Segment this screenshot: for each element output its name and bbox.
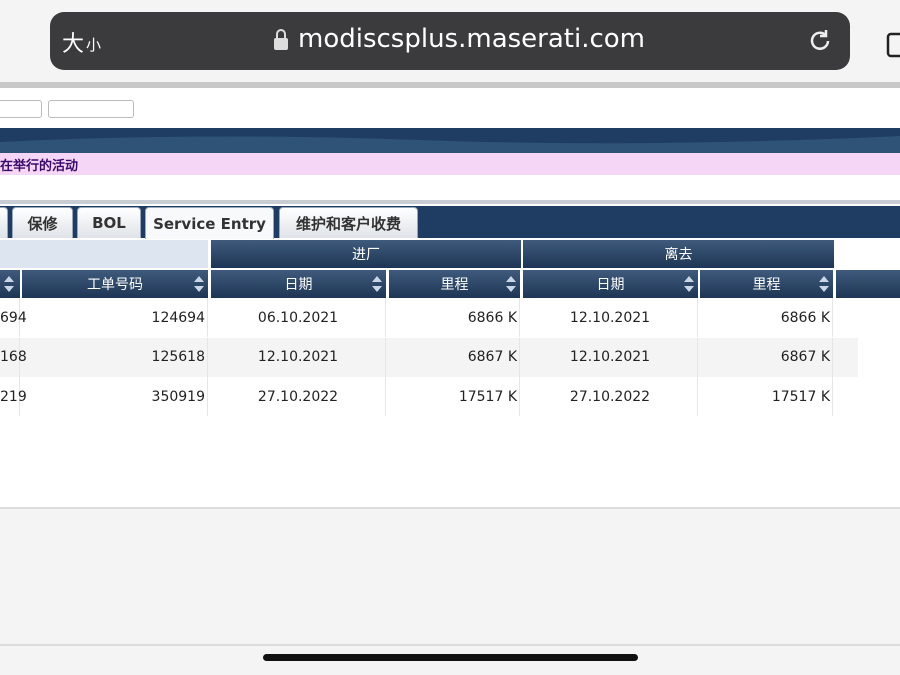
table-cell: 17517 K xyxy=(700,377,833,416)
table-row xyxy=(0,298,858,337)
table-cell: 27.10.2022 xyxy=(523,377,698,416)
header-banner xyxy=(0,128,900,153)
table-cell: 6867 K xyxy=(389,337,520,377)
column-header xyxy=(836,270,900,298)
table-cell: 27.10.2022 xyxy=(211,377,386,416)
table-cell: 06.10.2021 xyxy=(211,298,386,337)
reload-icon[interactable] xyxy=(806,27,834,55)
group-header: 进厂 xyxy=(211,240,521,268)
text-size-small[interactable]: 小 xyxy=(86,36,102,54)
table-cell: 12.10.2021 xyxy=(523,337,698,377)
sort-icon[interactable] xyxy=(819,275,829,293)
tab[interactable]: BOL xyxy=(77,207,141,238)
activity-banner: 在举行的活动 xyxy=(0,153,900,175)
share-icon[interactable] xyxy=(884,24,900,60)
table-cell: 350919 xyxy=(22,377,208,416)
table-cell: 17517 K xyxy=(389,377,520,416)
button[interactable] xyxy=(0,100,42,118)
table-cell: 124694 xyxy=(22,298,208,337)
header-cell xyxy=(0,240,208,268)
separator xyxy=(0,507,900,509)
column-header[interactable]: 里程 xyxy=(389,270,520,298)
sort-icon[interactable] xyxy=(372,275,382,293)
sort-icon[interactable] xyxy=(4,275,14,293)
table-cell: 6866 K xyxy=(389,298,520,337)
sort-icon[interactable] xyxy=(506,275,516,293)
table-cell: 125618 xyxy=(22,337,208,377)
table-row xyxy=(0,337,858,377)
table-cell: 12.10.2021 xyxy=(523,298,698,337)
table-cell: 168 xyxy=(0,337,27,377)
table-cell: 694 xyxy=(0,298,27,337)
separator xyxy=(0,200,900,204)
column-header[interactable]: 里程 xyxy=(700,270,833,298)
table-cell: 12.10.2021 xyxy=(211,337,386,377)
tab[interactable] xyxy=(0,207,8,238)
separator xyxy=(0,82,900,88)
column-header[interactable] xyxy=(0,270,20,298)
text-size-large[interactable]: 大 xyxy=(62,32,85,57)
table-cell: 219 xyxy=(0,377,27,416)
tab[interactable]: 保修 xyxy=(12,207,73,238)
sort-icon[interactable] xyxy=(684,275,694,293)
column-header[interactable]: 日期 xyxy=(211,270,386,298)
header-cell xyxy=(836,240,900,268)
address-bar[interactable] xyxy=(50,12,850,70)
url[interactable]: modiscsplus.maserati.com xyxy=(298,24,646,54)
lock-icon xyxy=(274,29,288,50)
separator xyxy=(0,644,900,646)
sort-icon[interactable] xyxy=(194,275,204,293)
table-cell: 6867 K xyxy=(700,337,833,377)
table-row xyxy=(0,377,858,416)
group-header: 离去 xyxy=(523,240,834,268)
column-header[interactable]: 日期 xyxy=(523,270,698,298)
button[interactable] xyxy=(48,100,134,118)
table-cell: 6866 K xyxy=(700,298,833,337)
tab[interactable]: Service Entry xyxy=(145,207,274,239)
column-header[interactable]: 工单号码 xyxy=(22,270,208,298)
home-indicator xyxy=(263,654,638,661)
tab[interactable]: 维护和客户收费 xyxy=(279,207,418,238)
